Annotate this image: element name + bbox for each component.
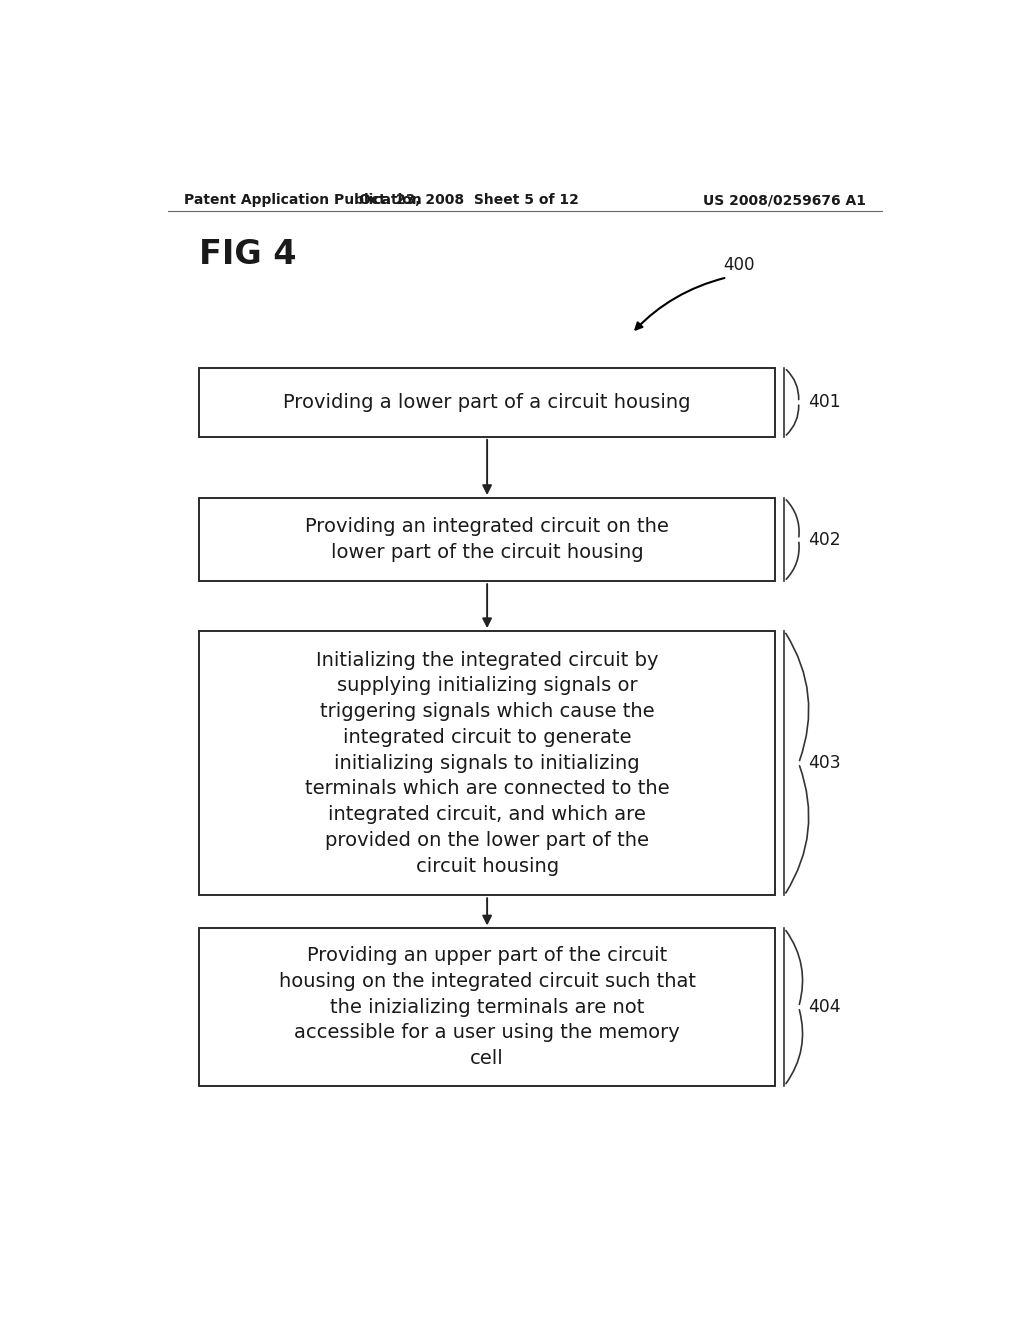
- Text: Providing an integrated circuit on the
lower part of the circuit housing: Providing an integrated circuit on the l…: [305, 517, 669, 562]
- Text: 404: 404: [808, 998, 841, 1016]
- Text: Initializing the integrated circuit by
supplying initializing signals or
trigger: Initializing the integrated circuit by s…: [305, 651, 670, 875]
- Text: 400: 400: [723, 256, 755, 275]
- Bar: [200, 498, 775, 581]
- Text: Patent Application Publication: Patent Application Publication: [183, 193, 421, 207]
- Text: FIG 4: FIG 4: [200, 239, 297, 272]
- Text: 403: 403: [808, 754, 841, 772]
- Bar: [200, 368, 775, 437]
- Text: Providing a lower part of a circuit housing: Providing a lower part of a circuit hous…: [284, 393, 691, 412]
- Bar: [200, 631, 775, 895]
- Text: Oct. 23, 2008  Sheet 5 of 12: Oct. 23, 2008 Sheet 5 of 12: [359, 193, 580, 207]
- Text: 402: 402: [808, 531, 841, 549]
- Text: US 2008/0259676 A1: US 2008/0259676 A1: [703, 193, 866, 207]
- Bar: [200, 928, 775, 1086]
- Text: Providing an upper part of the circuit
housing on the integrated circuit such th: Providing an upper part of the circuit h…: [279, 946, 695, 1068]
- Text: 401: 401: [808, 393, 841, 412]
